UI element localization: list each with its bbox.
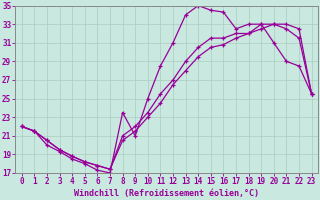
X-axis label: Windchill (Refroidissement éolien,°C): Windchill (Refroidissement éolien,°C): [74, 189, 259, 198]
